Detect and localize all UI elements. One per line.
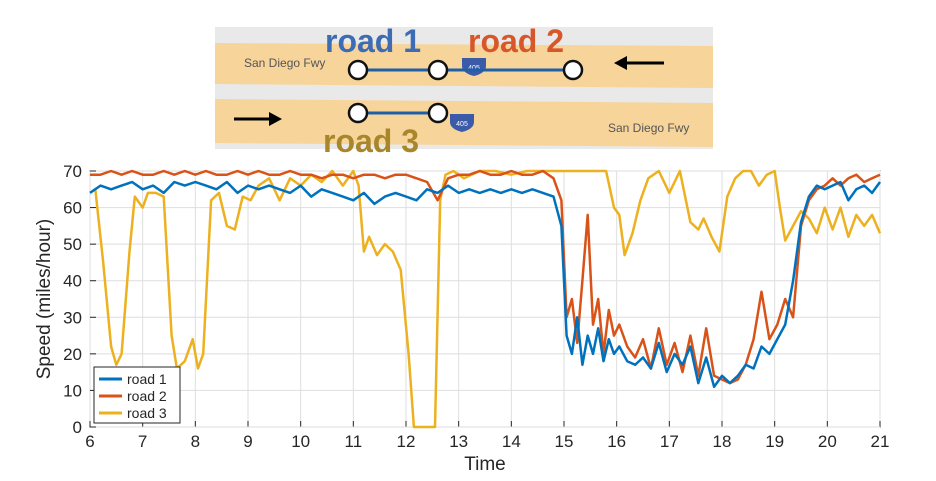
x-tick-label: 21 [871, 432, 890, 451]
x-tick-label: 14 [502, 432, 521, 451]
series-line-road-2 [90, 169, 881, 385]
x-tick-label: 13 [449, 432, 468, 451]
x-tick-label: 19 [765, 432, 784, 451]
y-tick-label: 10 [63, 381, 82, 400]
road-3-label: road 3 [323, 123, 419, 159]
y-tick-labels: 0 10 20 30 40 50 60 70 [63, 162, 82, 437]
x-tick-labels: 6 7 8 9 10 11 12 13 14 15 16 17 18 19 20 21 [85, 432, 889, 451]
direction-arrow-right-icon [234, 112, 282, 126]
sensor-node [347, 102, 369, 124]
road-2-label: road 2 [468, 23, 564, 59]
x-tick-label: 12 [397, 432, 416, 451]
legend-label: road 2 [127, 388, 167, 404]
sensor-node [427, 102, 449, 124]
freeway-label-bottom: San Diego Fwy [608, 121, 689, 135]
freeway-label-top: San Diego Fwy [244, 56, 325, 70]
x-tick-label: 6 [85, 432, 94, 451]
y-axis-label: Speed (miles/hour) [34, 219, 55, 380]
legend-label: road 1 [127, 371, 167, 387]
sensor-node [347, 59, 369, 81]
y-tick-label: 60 [63, 199, 82, 218]
road-1-label: road 1 [325, 23, 421, 59]
sensor-node [562, 59, 584, 81]
series-line-road-1 [89, 180, 882, 389]
y-tick-label: 20 [63, 345, 82, 364]
series-lines [89, 169, 882, 429]
sensor-node [427, 59, 449, 81]
shield-icon [450, 114, 474, 132]
x-tick-label: 9 [243, 432, 252, 451]
y-tick-label: 50 [63, 235, 82, 254]
y-tick-label: 40 [63, 272, 82, 291]
x-tick-label: 15 [555, 432, 574, 451]
interstate-shield-bottom: 405 [450, 114, 474, 132]
x-tick-label: 17 [660, 432, 679, 451]
y-tick-label: 30 [63, 308, 82, 327]
legend-label: road 3 [127, 405, 167, 421]
x-tick-label: 20 [818, 432, 837, 451]
x-tick-label: 18 [713, 432, 732, 451]
x-tick-label: 16 [607, 432, 626, 451]
x-tick-label: 10 [291, 432, 310, 451]
x-tick-label: 11 [345, 432, 363, 451]
x-tick-label: 8 [191, 432, 200, 451]
direction-arrow-left-icon [614, 56, 664, 70]
x-axis-label: Time [464, 454, 506, 475]
y-tick-label: 70 [63, 162, 82, 181]
shield-number-bottom: 405 [456, 121, 468, 128]
x-tick-label: 7 [138, 432, 147, 451]
y-tick-label: 0 [73, 418, 82, 437]
